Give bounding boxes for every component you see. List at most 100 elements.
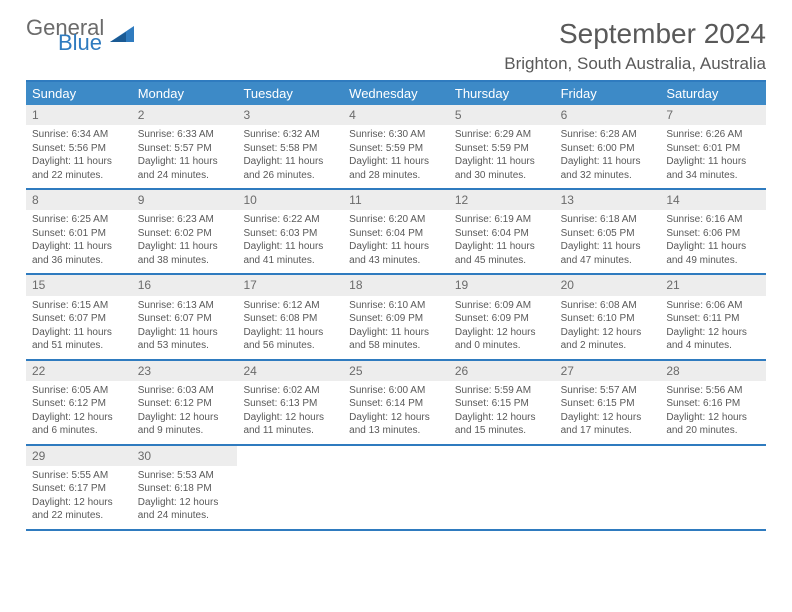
- sunset-line: Sunset: 6:11 PM: [666, 312, 760, 326]
- day-cell: 17Sunrise: 6:12 AMSunset: 6:08 PMDayligh…: [237, 275, 343, 358]
- daylight-line: Daylight: 12 hours and 20 minutes.: [666, 411, 760, 438]
- day-body: Sunrise: 6:06 AMSunset: 6:11 PMDaylight:…: [660, 296, 766, 359]
- sunrise-line: Sunrise: 6:08 AM: [561, 299, 655, 313]
- sunrise-line: Sunrise: 6:22 AM: [243, 213, 337, 227]
- day-number: 6: [555, 105, 661, 125]
- sunset-line: Sunset: 6:14 PM: [349, 397, 443, 411]
- day-cell: 16Sunrise: 6:13 AMSunset: 6:07 PMDayligh…: [132, 275, 238, 358]
- header-bar: General Blue September 2024 Brighton, So…: [26, 18, 766, 74]
- day-number: 3: [237, 105, 343, 125]
- sunrise-line: Sunrise: 6:10 AM: [349, 299, 443, 313]
- day-cell: 14Sunrise: 6:16 AMSunset: 6:06 PMDayligh…: [660, 190, 766, 273]
- day-number: 22: [26, 361, 132, 381]
- day-number: 23: [132, 361, 238, 381]
- daylight-line: Daylight: 11 hours and 45 minutes.: [455, 240, 549, 267]
- day-number: 21: [660, 275, 766, 295]
- day-cell: 8Sunrise: 6:25 AMSunset: 6:01 PMDaylight…: [26, 190, 132, 273]
- day-number: 28: [660, 361, 766, 381]
- day-body: Sunrise: 6:03 AMSunset: 6:12 PMDaylight:…: [132, 381, 238, 444]
- daylight-line: Daylight: 12 hours and 13 minutes.: [349, 411, 443, 438]
- sunset-line: Sunset: 6:07 PM: [32, 312, 126, 326]
- day-cell: 9Sunrise: 6:23 AMSunset: 6:02 PMDaylight…: [132, 190, 238, 273]
- day-body: Sunrise: 6:00 AMSunset: 6:14 PMDaylight:…: [343, 381, 449, 444]
- sunset-line: Sunset: 6:15 PM: [561, 397, 655, 411]
- day-cell: 7Sunrise: 6:26 AMSunset: 6:01 PMDaylight…: [660, 105, 766, 188]
- weekday-header-row: SundayMondayTuesdayWednesdayThursdayFrid…: [26, 82, 766, 105]
- sunrise-line: Sunrise: 6:00 AM: [349, 384, 443, 398]
- sunset-line: Sunset: 6:12 PM: [32, 397, 126, 411]
- sunrise-line: Sunrise: 6:23 AM: [138, 213, 232, 227]
- sunrise-line: Sunrise: 6:34 AM: [32, 128, 126, 142]
- daylight-line: Daylight: 11 hours and 49 minutes.: [666, 240, 760, 267]
- weekday-header: Thursday: [449, 82, 555, 105]
- sunset-line: Sunset: 6:01 PM: [666, 142, 760, 156]
- sunset-line: Sunset: 6:00 PM: [561, 142, 655, 156]
- day-body: Sunrise: 6:33 AMSunset: 5:57 PMDaylight:…: [132, 125, 238, 188]
- day-cell: 27Sunrise: 5:57 AMSunset: 6:15 PMDayligh…: [555, 361, 661, 444]
- day-number: 9: [132, 190, 238, 210]
- day-number: 13: [555, 190, 661, 210]
- day-number: 5: [449, 105, 555, 125]
- day-cell: 25Sunrise: 6:00 AMSunset: 6:14 PMDayligh…: [343, 361, 449, 444]
- sunrise-line: Sunrise: 6:15 AM: [32, 299, 126, 313]
- day-number: 17: [237, 275, 343, 295]
- sunset-line: Sunset: 5:58 PM: [243, 142, 337, 156]
- day-body: Sunrise: 6:10 AMSunset: 6:09 PMDaylight:…: [343, 296, 449, 359]
- daylight-line: Daylight: 11 hours and 22 minutes.: [32, 155, 126, 182]
- day-body: Sunrise: 6:15 AMSunset: 6:07 PMDaylight:…: [26, 296, 132, 359]
- sunset-line: Sunset: 6:02 PM: [138, 227, 232, 241]
- day-body: Sunrise: 6:12 AMSunset: 6:08 PMDaylight:…: [237, 296, 343, 359]
- weekday-header: Tuesday: [237, 82, 343, 105]
- daylight-line: Daylight: 11 hours and 53 minutes.: [138, 326, 232, 353]
- day-number: 11: [343, 190, 449, 210]
- sunrise-line: Sunrise: 5:56 AM: [666, 384, 760, 398]
- day-cell: 29Sunrise: 5:55 AMSunset: 6:17 PMDayligh…: [26, 446, 132, 529]
- day-body: Sunrise: 6:32 AMSunset: 5:58 PMDaylight:…: [237, 125, 343, 188]
- daylight-line: Daylight: 12 hours and 22 minutes.: [32, 496, 126, 523]
- day-body: Sunrise: 6:25 AMSunset: 6:01 PMDaylight:…: [26, 210, 132, 273]
- daylight-line: Daylight: 11 hours and 36 minutes.: [32, 240, 126, 267]
- sunrise-line: Sunrise: 6:09 AM: [455, 299, 549, 313]
- day-body: Sunrise: 6:26 AMSunset: 6:01 PMDaylight:…: [660, 125, 766, 188]
- sunrise-line: Sunrise: 6:12 AM: [243, 299, 337, 313]
- day-number: 26: [449, 361, 555, 381]
- daylight-line: Daylight: 11 hours and 32 minutes.: [561, 155, 655, 182]
- daylight-line: Daylight: 11 hours and 26 minutes.: [243, 155, 337, 182]
- day-body: Sunrise: 5:53 AMSunset: 6:18 PMDaylight:…: [132, 466, 238, 529]
- sunrise-line: Sunrise: 6:19 AM: [455, 213, 549, 227]
- sunrise-line: Sunrise: 6:29 AM: [455, 128, 549, 142]
- sunrise-line: Sunrise: 6:06 AM: [666, 299, 760, 313]
- daylight-line: Daylight: 12 hours and 6 minutes.: [32, 411, 126, 438]
- sunrise-line: Sunrise: 5:53 AM: [138, 469, 232, 483]
- day-body: Sunrise: 6:23 AMSunset: 6:02 PMDaylight:…: [132, 210, 238, 273]
- weekday-header: Saturday: [660, 82, 766, 105]
- sunrise-line: Sunrise: 6:25 AM: [32, 213, 126, 227]
- day-number: 8: [26, 190, 132, 210]
- sunrise-line: Sunrise: 6:13 AM: [138, 299, 232, 313]
- week-row: 29Sunrise: 5:55 AMSunset: 6:17 PMDayligh…: [26, 446, 766, 531]
- sunset-line: Sunset: 6:04 PM: [349, 227, 443, 241]
- sunset-line: Sunset: 6:09 PM: [455, 312, 549, 326]
- sunrise-line: Sunrise: 6:28 AM: [561, 128, 655, 142]
- daylight-line: Daylight: 12 hours and 17 minutes.: [561, 411, 655, 438]
- sunrise-line: Sunrise: 6:30 AM: [349, 128, 443, 142]
- day-number: 18: [343, 275, 449, 295]
- day-number: 30: [132, 446, 238, 466]
- day-number: 20: [555, 275, 661, 295]
- day-cell: 1Sunrise: 6:34 AMSunset: 5:56 PMDaylight…: [26, 105, 132, 188]
- day-cell: 30Sunrise: 5:53 AMSunset: 6:18 PMDayligh…: [132, 446, 238, 529]
- day-body: Sunrise: 6:29 AMSunset: 5:59 PMDaylight:…: [449, 125, 555, 188]
- sunset-line: Sunset: 5:59 PM: [455, 142, 549, 156]
- day-cell: [343, 446, 449, 529]
- day-cell: 18Sunrise: 6:10 AMSunset: 6:09 PMDayligh…: [343, 275, 449, 358]
- day-body: Sunrise: 6:13 AMSunset: 6:07 PMDaylight:…: [132, 296, 238, 359]
- weekday-header: Sunday: [26, 82, 132, 105]
- sunrise-line: Sunrise: 5:59 AM: [455, 384, 549, 398]
- day-number: 14: [660, 190, 766, 210]
- sunrise-line: Sunrise: 6:03 AM: [138, 384, 232, 398]
- sunrise-line: Sunrise: 5:57 AM: [561, 384, 655, 398]
- day-body: Sunrise: 6:16 AMSunset: 6:06 PMDaylight:…: [660, 210, 766, 273]
- week-row: 8Sunrise: 6:25 AMSunset: 6:01 PMDaylight…: [26, 190, 766, 275]
- day-body: Sunrise: 6:18 AMSunset: 6:05 PMDaylight:…: [555, 210, 661, 273]
- sunset-line: Sunset: 6:16 PM: [666, 397, 760, 411]
